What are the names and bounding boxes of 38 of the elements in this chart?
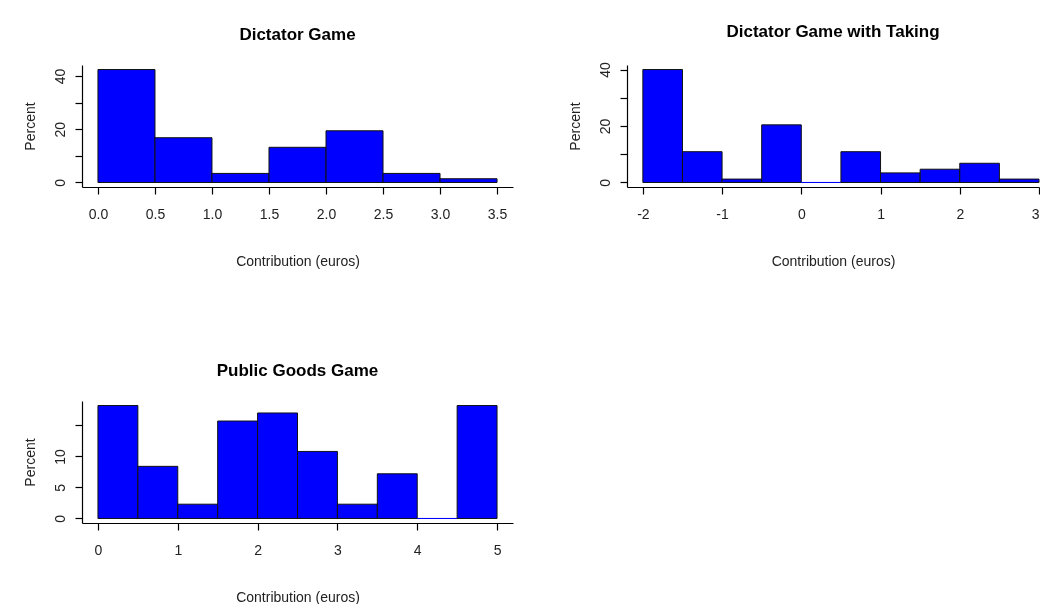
x-axis-title: Contribution (euros) <box>771 252 896 269</box>
chart-title: Public Goods Game <box>216 361 379 380</box>
chart-title: Dictator Game with Taking <box>726 21 940 41</box>
y-tick-label: 0 <box>51 514 68 523</box>
x-tick-label: 2.5 <box>373 205 394 222</box>
x-tick-label: 1 <box>877 205 886 222</box>
y-tick-label: 5 <box>51 483 68 492</box>
y-tick-label: 0 <box>596 178 613 187</box>
y-tick-label: 40 <box>596 62 613 78</box>
x-tick-label: 5 <box>493 541 502 558</box>
x-tick-label: 0.0 <box>88 205 109 222</box>
x-tick-label: 0.5 <box>145 205 166 222</box>
y-tick-label: 20 <box>596 118 613 135</box>
x-tick-label: 0 <box>797 205 806 222</box>
x-tick-label: 1.0 <box>202 205 223 222</box>
x-tick-label: -1 <box>716 205 730 222</box>
y-tick-label: 0 <box>51 178 68 187</box>
y-tick-label: 20 <box>51 121 68 138</box>
x-tick-label: 3.5 <box>487 205 508 222</box>
x-tick-label: 0 <box>94 541 103 558</box>
y-tick-label: 10 <box>51 448 68 465</box>
x-tick-label: 2 <box>254 541 263 558</box>
x-tick-label: 3.0 <box>430 205 451 222</box>
chart-title: Dictator Game <box>239 25 356 44</box>
x-tick-label: 3 <box>1031 205 1040 222</box>
x-tick-label: 3 <box>334 541 343 558</box>
x-axis-title: Contribution (euros) <box>236 252 360 269</box>
x-tick-label: 4 <box>413 541 422 558</box>
x-tick-label: 2 <box>956 205 965 222</box>
x-tick-label: 1.5 <box>259 205 280 222</box>
x-tick-label: 2.0 <box>316 205 337 222</box>
x-tick-label: -2 <box>637 205 650 222</box>
x-tick-label: 1 <box>174 541 183 558</box>
y-axis-title: Percent <box>21 438 38 487</box>
y-axis-title: Percent <box>21 102 38 151</box>
x-axis-title: Contribution (euros) <box>236 588 360 605</box>
y-tick-label: 40 <box>51 68 68 85</box>
y-axis-title: Percent <box>566 102 583 151</box>
